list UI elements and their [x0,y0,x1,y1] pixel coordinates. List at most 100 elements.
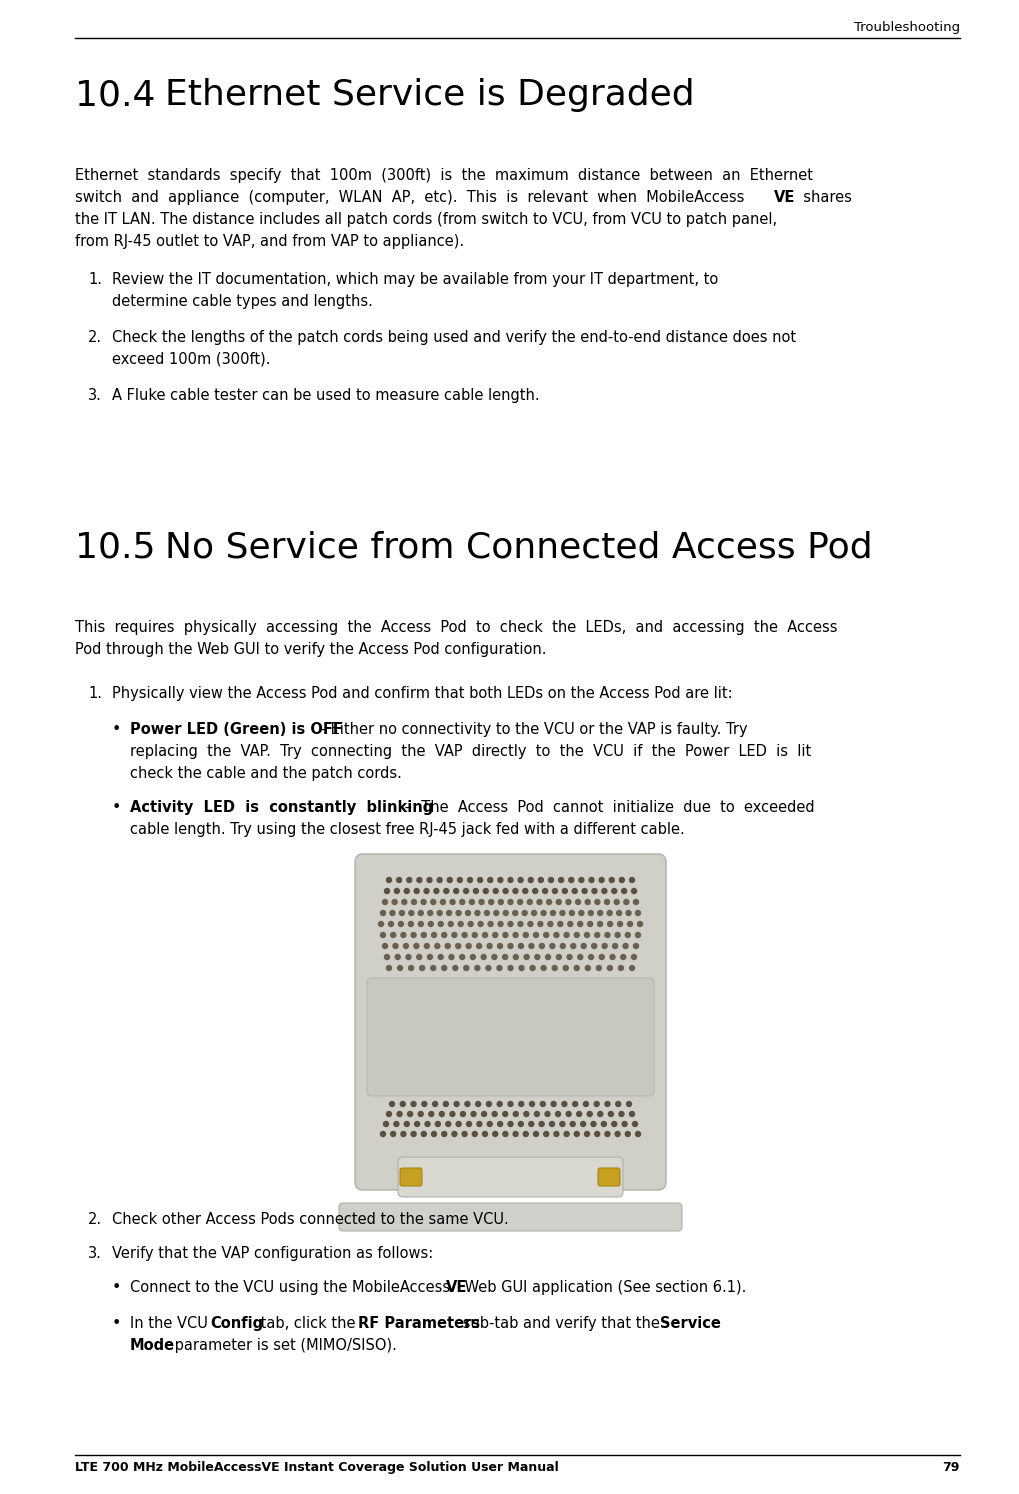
Circle shape [479,899,484,904]
Circle shape [489,899,493,904]
Circle shape [636,910,641,916]
Circle shape [435,1122,440,1126]
Circle shape [481,955,486,959]
Text: tab, click the: tab, click the [256,1316,360,1331]
Circle shape [444,889,448,893]
Circle shape [483,932,487,938]
Circle shape [634,899,639,904]
Circle shape [602,889,607,893]
Circle shape [562,889,568,893]
Text: •: • [112,722,121,737]
Text: replacing  the  VAP.  Try  connecting  the  VAP  directly  to  the  VCU  if  the: replacing the VAP. Try connecting the VA… [130,744,811,759]
Circle shape [411,1131,416,1137]
Circle shape [483,1131,487,1137]
Circle shape [530,965,535,971]
Circle shape [595,899,600,904]
Text: 3.: 3. [88,1246,102,1261]
Circle shape [519,1101,524,1107]
Circle shape [497,1122,502,1126]
Circle shape [579,877,584,883]
Circle shape [546,899,551,904]
Circle shape [400,1101,406,1107]
Circle shape [538,877,543,883]
Circle shape [554,932,558,938]
Circle shape [429,1112,434,1116]
FancyBboxPatch shape [398,1156,623,1197]
Circle shape [482,1112,487,1116]
Circle shape [566,899,571,904]
Circle shape [405,1122,410,1126]
Circle shape [400,932,406,938]
Text: A Fluke cable tester can be used to measure cable length.: A Fluke cable tester can be used to meas… [112,388,540,403]
Circle shape [615,932,621,938]
Text: RF Parameters: RF Parameters [358,1316,480,1331]
Text: 79: 79 [943,1461,960,1475]
Circle shape [519,965,524,971]
Circle shape [556,955,561,959]
Circle shape [486,965,491,971]
Circle shape [634,944,639,949]
Circle shape [602,944,607,949]
Circle shape [497,965,502,971]
Circle shape [386,877,391,883]
Circle shape [401,899,407,904]
Circle shape [638,922,643,926]
Circle shape [407,877,412,883]
Circle shape [595,1131,600,1137]
Circle shape [415,1122,420,1126]
FancyBboxPatch shape [598,1168,620,1186]
Circle shape [607,910,612,916]
Circle shape [472,1131,477,1137]
Circle shape [488,877,493,883]
Circle shape [468,922,473,926]
Circle shape [502,955,507,959]
Circle shape [612,944,618,949]
Circle shape [431,899,436,904]
Circle shape [576,899,581,904]
Circle shape [447,877,452,883]
Circle shape [493,932,497,938]
Circle shape [550,944,554,949]
Circle shape [570,910,575,916]
Text: Check the lengths of the patch cords being used and verify the end-to-end distan: Check the lengths of the patch cords bei… [112,330,796,345]
Circle shape [384,889,389,893]
Circle shape [468,877,473,883]
Circle shape [492,955,497,959]
Circle shape [514,955,519,959]
Circle shape [484,910,489,916]
Circle shape [406,955,411,959]
Circle shape [514,1131,518,1137]
Circle shape [567,955,572,959]
Circle shape [592,889,597,893]
Circle shape [630,965,635,971]
Text: Web GUI application (See section 6.1).: Web GUI application (See section 6.1). [460,1280,746,1295]
Circle shape [565,1131,569,1137]
Circle shape [412,899,417,904]
Circle shape [434,889,439,893]
Circle shape [633,1122,638,1126]
Circle shape [565,932,569,938]
Circle shape [414,944,419,949]
Circle shape [605,1131,610,1137]
Circle shape [534,1112,539,1116]
Circle shape [601,1122,606,1126]
Circle shape [446,910,451,916]
Circle shape [411,1101,416,1107]
Circle shape [636,1131,641,1137]
Circle shape [441,1131,446,1137]
Circle shape [395,955,400,959]
Circle shape [518,922,523,926]
Circle shape [396,877,401,883]
Circle shape [382,944,387,949]
Circle shape [435,944,440,949]
Circle shape [611,889,616,893]
Circle shape [571,1122,576,1126]
Text: parameter is set (MIMO/SISO).: parameter is set (MIMO/SISO). [170,1339,396,1354]
Circle shape [390,932,395,938]
Circle shape [567,1112,571,1116]
Circle shape [578,955,583,959]
Circle shape [594,1101,599,1107]
Circle shape [441,932,446,938]
Circle shape [621,955,626,959]
Circle shape [589,955,593,959]
